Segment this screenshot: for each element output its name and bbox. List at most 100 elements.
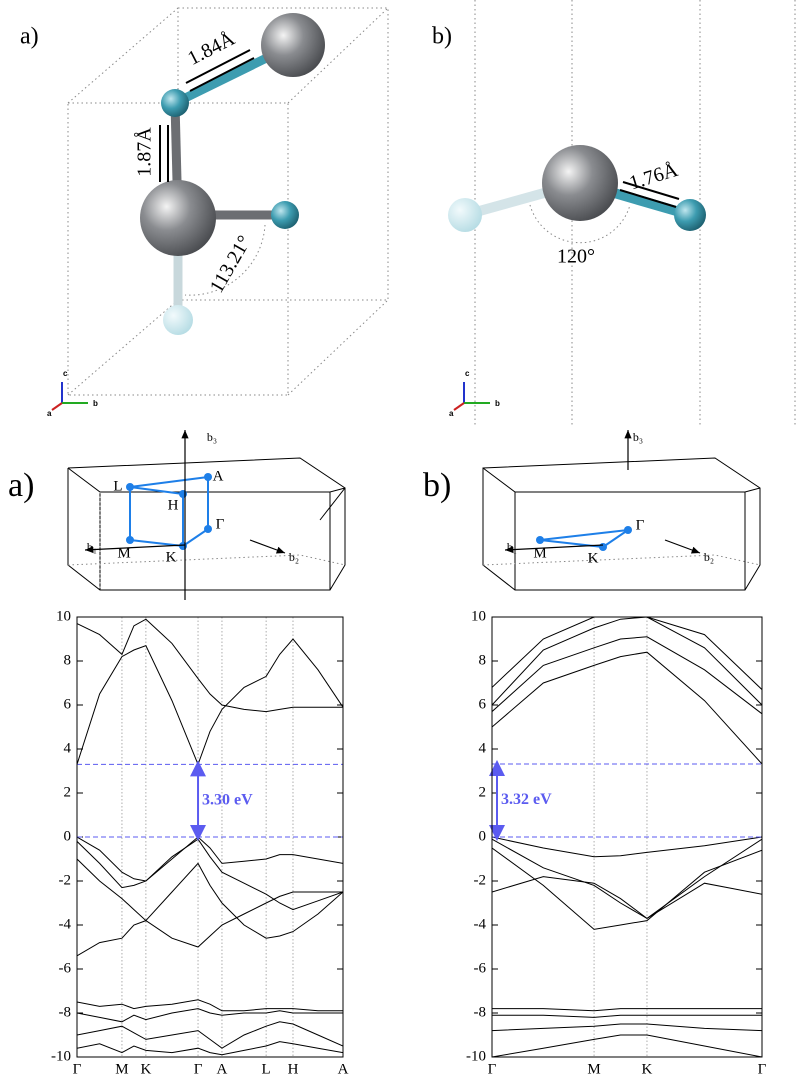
axis-label: c — [465, 369, 470, 378]
y-tick-label: 8 — [479, 652, 487, 668]
vector-label: b₂ — [704, 550, 714, 564]
y-tick-label: -8 — [474, 1004, 487, 1020]
vector-label: b₂ — [289, 550, 299, 564]
x-tick-label: K — [642, 1061, 653, 1077]
band-line — [77, 858, 343, 939]
band-line — [77, 1041, 343, 1056]
bz-point — [126, 483, 134, 491]
band-line — [77, 1021, 343, 1049]
brillouin-zone-marks: L A H Γ M Kb₁ b₂ b₃ Γ M Kb₁ b₂ b₃ — [84, 430, 714, 600]
axis-label: b — [495, 399, 500, 408]
bz-point-label: A — [213, 468, 224, 484]
y-tick-label: -8 — [59, 1004, 72, 1020]
reciprocal-vector — [84, 544, 186, 554]
reciprocal-vector — [504, 544, 604, 554]
y-tick-label: 8 — [64, 652, 72, 668]
x-tick-label: K — [140, 1061, 151, 1077]
y-tick-label: -4 — [59, 916, 72, 932]
brillouin-zone-a: a) — [8, 457, 346, 591]
bz-path — [129, 476, 209, 488]
bz-path — [539, 529, 629, 541]
bond-angle: 120° — [557, 246, 595, 268]
bz-path — [602, 529, 629, 548]
bz-point-label: M — [533, 545, 546, 561]
bz-point — [126, 536, 134, 544]
bond-length: 1.76Å — [627, 159, 681, 195]
y-tick-label: -10 — [466, 1048, 486, 1064]
y-tick-label: -6 — [474, 960, 487, 976]
plot-frame — [491, 616, 763, 1058]
axis-label: c — [63, 369, 68, 378]
band-line — [492, 651, 762, 765]
reciprocal-vector — [664, 539, 701, 554]
axis-label: b — [93, 399, 98, 408]
x-tick-label: Γ — [488, 1061, 497, 1077]
band-line — [492, 1014, 762, 1018]
molecule — [140, 13, 325, 335]
band-line — [77, 838, 343, 911]
gap-label: 3.32 eV — [501, 791, 552, 808]
bz-path — [129, 486, 184, 495]
bz-point — [536, 536, 544, 544]
y-tick-label: -4 — [474, 916, 487, 932]
brillouin-zone-b: b) — [423, 457, 761, 591]
gap-label: 3.30 eV — [202, 791, 253, 808]
band-line — [77, 836, 343, 882]
band-line — [492, 617, 762, 706]
bz-path — [182, 528, 209, 547]
axis-triad: a b c — [47, 369, 98, 418]
plot-frame — [76, 616, 344, 1058]
y-tick-label: -6 — [59, 960, 72, 976]
panel-label: b) — [432, 24, 452, 50]
x-tick-label: M — [115, 1061, 128, 1077]
band-line — [77, 1008, 343, 1023]
y-tick-label: 4 — [64, 740, 72, 756]
x-tick-label: M — [587, 1061, 600, 1077]
y-tick-label: -2 — [59, 872, 72, 888]
y-tick-label: 10 — [56, 608, 71, 624]
bond-angle: 113.21° — [206, 232, 256, 297]
vector-label: b₃ — [633, 430, 643, 444]
panel-label: b) — [423, 467, 451, 504]
band-line — [492, 1008, 762, 1012]
y-tick-label: 2 — [64, 784, 72, 800]
band-line — [492, 838, 762, 919]
y-tick-label: 0 — [479, 828, 487, 844]
x-tick-label: Γ — [758, 1061, 767, 1077]
x-tick-label: H — [288, 1061, 299, 1077]
vector-label: b₃ — [207, 430, 217, 444]
vector-label: b₁ — [507, 540, 517, 554]
structure-b: b) 1.76Å 120° a b c — [432, 0, 796, 425]
bz-point — [179, 490, 187, 498]
x-tick-label: A — [338, 1061, 349, 1077]
y-tick-label: 0 — [64, 828, 72, 844]
structure-a: a) 1.84Å 1.87Å 113.21° a b c — [20, 7, 389, 418]
axis-label: a — [449, 409, 454, 418]
axis-label: a — [47, 409, 52, 418]
bz-point-label: L — [113, 478, 122, 494]
x-tick-label: Γ — [73, 1061, 82, 1077]
bz-point-label: H — [168, 497, 179, 513]
band-line — [492, 876, 762, 920]
band-line — [492, 847, 762, 930]
bz-point — [204, 525, 212, 533]
bz-point-label: Γ — [216, 516, 225, 532]
band-line — [77, 891, 343, 957]
axis-triad: a b c — [449, 369, 500, 418]
bz-point-label: Γ — [636, 517, 645, 533]
x-tick-label: Γ — [194, 1061, 203, 1077]
bz-point — [624, 526, 632, 534]
band-line — [77, 638, 343, 766]
band-line — [77, 999, 343, 1012]
panel-label: a) — [8, 467, 34, 504]
reciprocal-vector — [249, 539, 286, 554]
band-line — [77, 618, 343, 713]
bz-point-label: M — [117, 545, 130, 561]
x-tick-label: L — [262, 1061, 271, 1077]
band-line — [492, 836, 762, 858]
